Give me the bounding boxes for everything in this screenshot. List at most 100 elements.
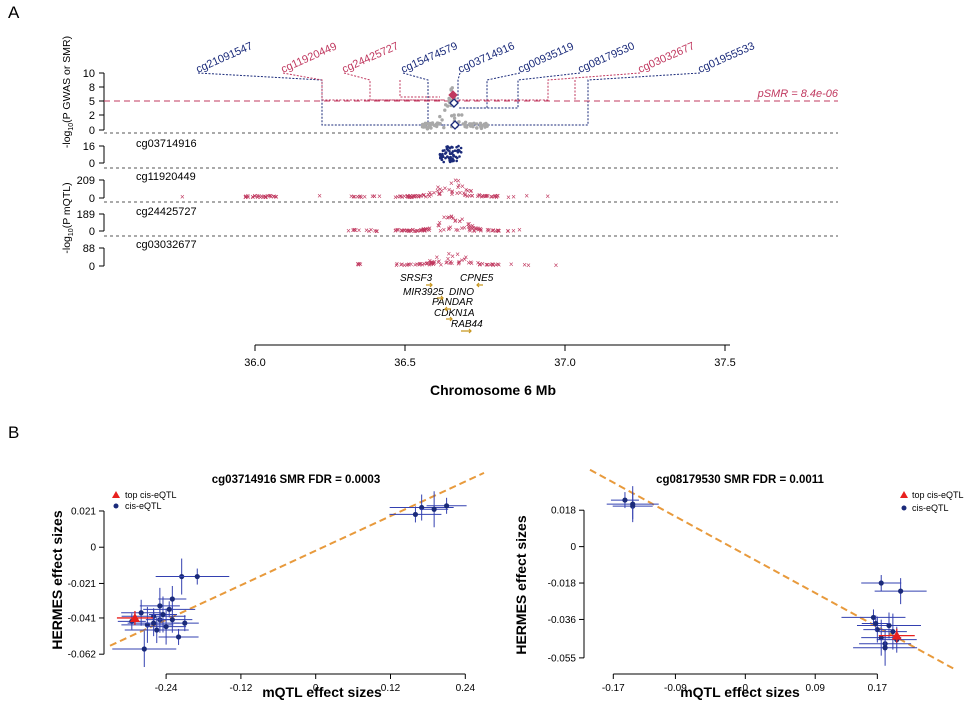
scatter-right: cg08179530 SMR FDR = 0.0011 mQTL effect …: [513, 470, 964, 700]
scatter-right-points: [607, 486, 927, 666]
scatter-right-point: [630, 502, 635, 507]
track-2-point: ×: [484, 192, 489, 201]
gwas-point: [457, 113, 460, 116]
scatter-right-y-tick-label: -0.055: [548, 653, 577, 664]
track-1-point: [454, 149, 457, 152]
gwas-tick-8: 8: [89, 82, 95, 94]
legend-right-top-marker: [900, 491, 908, 498]
gwas-point: [468, 122, 471, 125]
track-2-point: ×: [400, 193, 405, 202]
track-2-point: ×: [180, 193, 185, 202]
scatter-right-x-tick-label: -0.17: [602, 683, 625, 694]
connector-cg11920449: [283, 73, 445, 100]
scatter-left-axes: -0.24 -0.12 0 0.12 0.240.0210-0.021-0.041-0.…: [68, 506, 476, 694]
track-4-point: ×: [437, 257, 442, 266]
track-4-point: ×: [427, 260, 432, 269]
scatter-right-xlabel: mQTL effect sizes: [680, 684, 800, 700]
connector-cg01955533: [458, 73, 700, 125]
track-3-point: ×: [438, 226, 443, 235]
track-2-point: ×: [545, 192, 550, 201]
gwas-axis-label-pre: -log: [61, 130, 73, 148]
scatter-left-point: [142, 646, 147, 651]
track-2-max: 209: [77, 175, 95, 187]
track-4-point: ×: [484, 261, 489, 270]
legend-left-cis-label: cis-eQTL: [125, 501, 162, 511]
chrom-axis-title: Chromosome 6 Mb: [430, 382, 556, 398]
track-1-point: [456, 150, 459, 153]
scatter-right-y-tick-label: 0.018: [551, 506, 576, 517]
track-1-point: [447, 156, 450, 159]
track-2-point: ×: [427, 189, 432, 198]
scatter-right-point: [871, 615, 876, 620]
track-2-point: ×: [456, 181, 461, 190]
scatter-left-point: [195, 574, 200, 579]
probe-label-cg24425727: cg24425727: [340, 40, 400, 76]
track-3-point: ×: [496, 226, 501, 235]
track-1-point: [449, 147, 452, 150]
chromosome-axis: [255, 345, 730, 351]
track-3-point: ×: [373, 227, 378, 236]
mqtl-axis-label-post: (P mQTL): [61, 182, 73, 228]
gwas-point: [460, 113, 463, 116]
track-2-point: ×: [467, 192, 472, 201]
gwas-point: [422, 124, 425, 127]
track-1-point: [458, 150, 461, 153]
track-4-point: ×: [446, 254, 451, 263]
scatter-left-point: [170, 596, 175, 601]
scatter-left-point: [157, 603, 162, 608]
scatter-right-title: cg08179530 SMR FDR = 0.0011: [656, 474, 824, 486]
scatter-left-x-tick-label: -0.24: [155, 683, 178, 694]
track-1-point: [444, 152, 447, 155]
track-3-point: ×: [517, 226, 522, 235]
track-3-point: ×: [468, 227, 473, 236]
track-1-point: [457, 145, 460, 148]
track-4-point: ×: [509, 260, 514, 269]
track-4-min: 0: [89, 261, 95, 273]
track-3-point: ×: [490, 226, 495, 235]
track-1-point: [452, 154, 455, 157]
track-4-point: ×: [554, 261, 559, 270]
scatter-left-point: [182, 621, 187, 626]
track-2-point: ×: [352, 193, 357, 202]
track-4-max: 88: [83, 243, 95, 255]
track-2-point: ×: [405, 192, 410, 201]
scatter-left-y-tick-label: -0.062: [68, 650, 97, 661]
track-1-point: [444, 157, 447, 160]
track-4-point: ×: [478, 260, 483, 269]
gwas-point: [465, 125, 468, 128]
track-4-point: ×: [468, 258, 473, 267]
gene-cpne5: CPNE5: [460, 273, 494, 284]
track-3-point: ×: [447, 224, 452, 233]
probe-label-cg21091547: cg21091547: [194, 40, 254, 76]
track-2-point: ×: [493, 192, 498, 201]
track-1-point: [441, 158, 444, 161]
track-2-point: ×: [317, 192, 322, 201]
track-3-point: ×: [478, 227, 483, 236]
track-2-point: ×: [259, 192, 264, 201]
probe-labels: cg21091547 cg11920449 cg24425727 cg15474…: [194, 40, 756, 76]
scatter-left-x-tick-label: 0: [313, 683, 319, 694]
scatter-right-y-tick-label: -0.018: [548, 579, 577, 590]
track-1-point: [458, 155, 461, 158]
gwas-point: [479, 122, 482, 125]
legend-left-top-label: top cis-eQTL: [125, 490, 177, 500]
probe-label-cg11920449: cg11920449: [279, 40, 338, 75]
legend-right-cis-label: cis-eQTL: [912, 503, 949, 513]
scatter-left-point: [432, 507, 437, 512]
gene-pandar: PANDAR: [432, 297, 473, 308]
legend-left-cis-marker: [114, 504, 119, 509]
scatter-left-title: cg03714916 SMR FDR = 0.0003: [212, 474, 380, 486]
gwas-point: [431, 121, 434, 124]
track-3-max: 189: [77, 209, 95, 221]
gwas-y-axis: [99, 73, 104, 130]
gwas-point: [435, 125, 438, 128]
scatter-right-legend: top cis-eQTL cis-eQTL: [900, 490, 964, 513]
gwas-point: [483, 123, 486, 126]
scatter-left-x-tick-label: -0.12: [230, 683, 253, 694]
track-1-max: 16: [83, 141, 95, 153]
gwas-point: [475, 126, 478, 129]
gwas-tick-2: 2: [89, 110, 95, 122]
track-2-point: ×: [370, 192, 375, 201]
scatter-right-ylabel: HERMES effect sizes: [513, 515, 529, 654]
gwas-point: [480, 127, 483, 130]
